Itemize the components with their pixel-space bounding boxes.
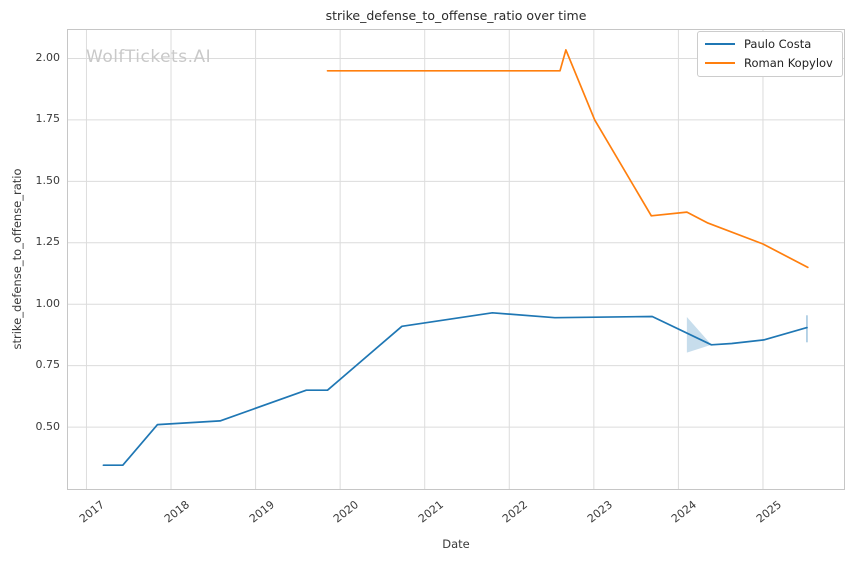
y-tick-label: 1.75 — [35, 112, 61, 126]
x-tick-label: 2022 — [500, 498, 531, 526]
series-line-roman-kopylov — [326, 49, 809, 269]
x-tick-label: 2019 — [246, 498, 277, 526]
y-tick-label: 2.00 — [35, 50, 61, 64]
x-tick-label: 2024 — [669, 498, 700, 526]
x-tick-label: 2020 — [331, 498, 362, 526]
legend-item-paulo-costa: Paulo Costa — [705, 37, 833, 51]
plot-canvas — [67, 29, 845, 490]
series-line-paulo-costa — [102, 311, 808, 467]
watermark: WolfTickets.AI — [86, 47, 212, 67]
legend-label: Roman Kopylov — [744, 56, 833, 70]
plot-area — [67, 29, 845, 490]
x-tick-label: 2018 — [161, 498, 193, 526]
x-tick-label: 2021 — [415, 498, 446, 526]
y-tick-label: 1.50 — [35, 173, 61, 187]
legend-line-sample — [705, 43, 735, 45]
chart-title: strike_defense_to_offense_ratio over tim… — [325, 8, 587, 23]
legend-item-roman-kopylov: Roman Kopylov — [705, 56, 833, 70]
y-tick-label: 0.75 — [35, 358, 61, 372]
legend-label: Paulo Costa — [744, 37, 812, 51]
plot-spines — [67, 29, 845, 490]
legend: Paulo Costa Roman Kopylov — [697, 31, 843, 77]
x-tick-label: 2023 — [584, 498, 615, 526]
x-tick-label: 2017 — [77, 498, 108, 526]
legend-line-sample — [705, 62, 735, 64]
x-tick-label: 2025 — [753, 498, 784, 526]
confidence-band — [686, 317, 712, 353]
y-axis-label: strike_defense_to_offense_ratio — [10, 168, 24, 350]
y-tick-label: 1.25 — [35, 235, 61, 249]
x-axis-label: Date — [442, 537, 470, 551]
y-tick-label: 0.50 — [35, 419, 61, 433]
y-tick-label: 1.00 — [35, 296, 61, 310]
